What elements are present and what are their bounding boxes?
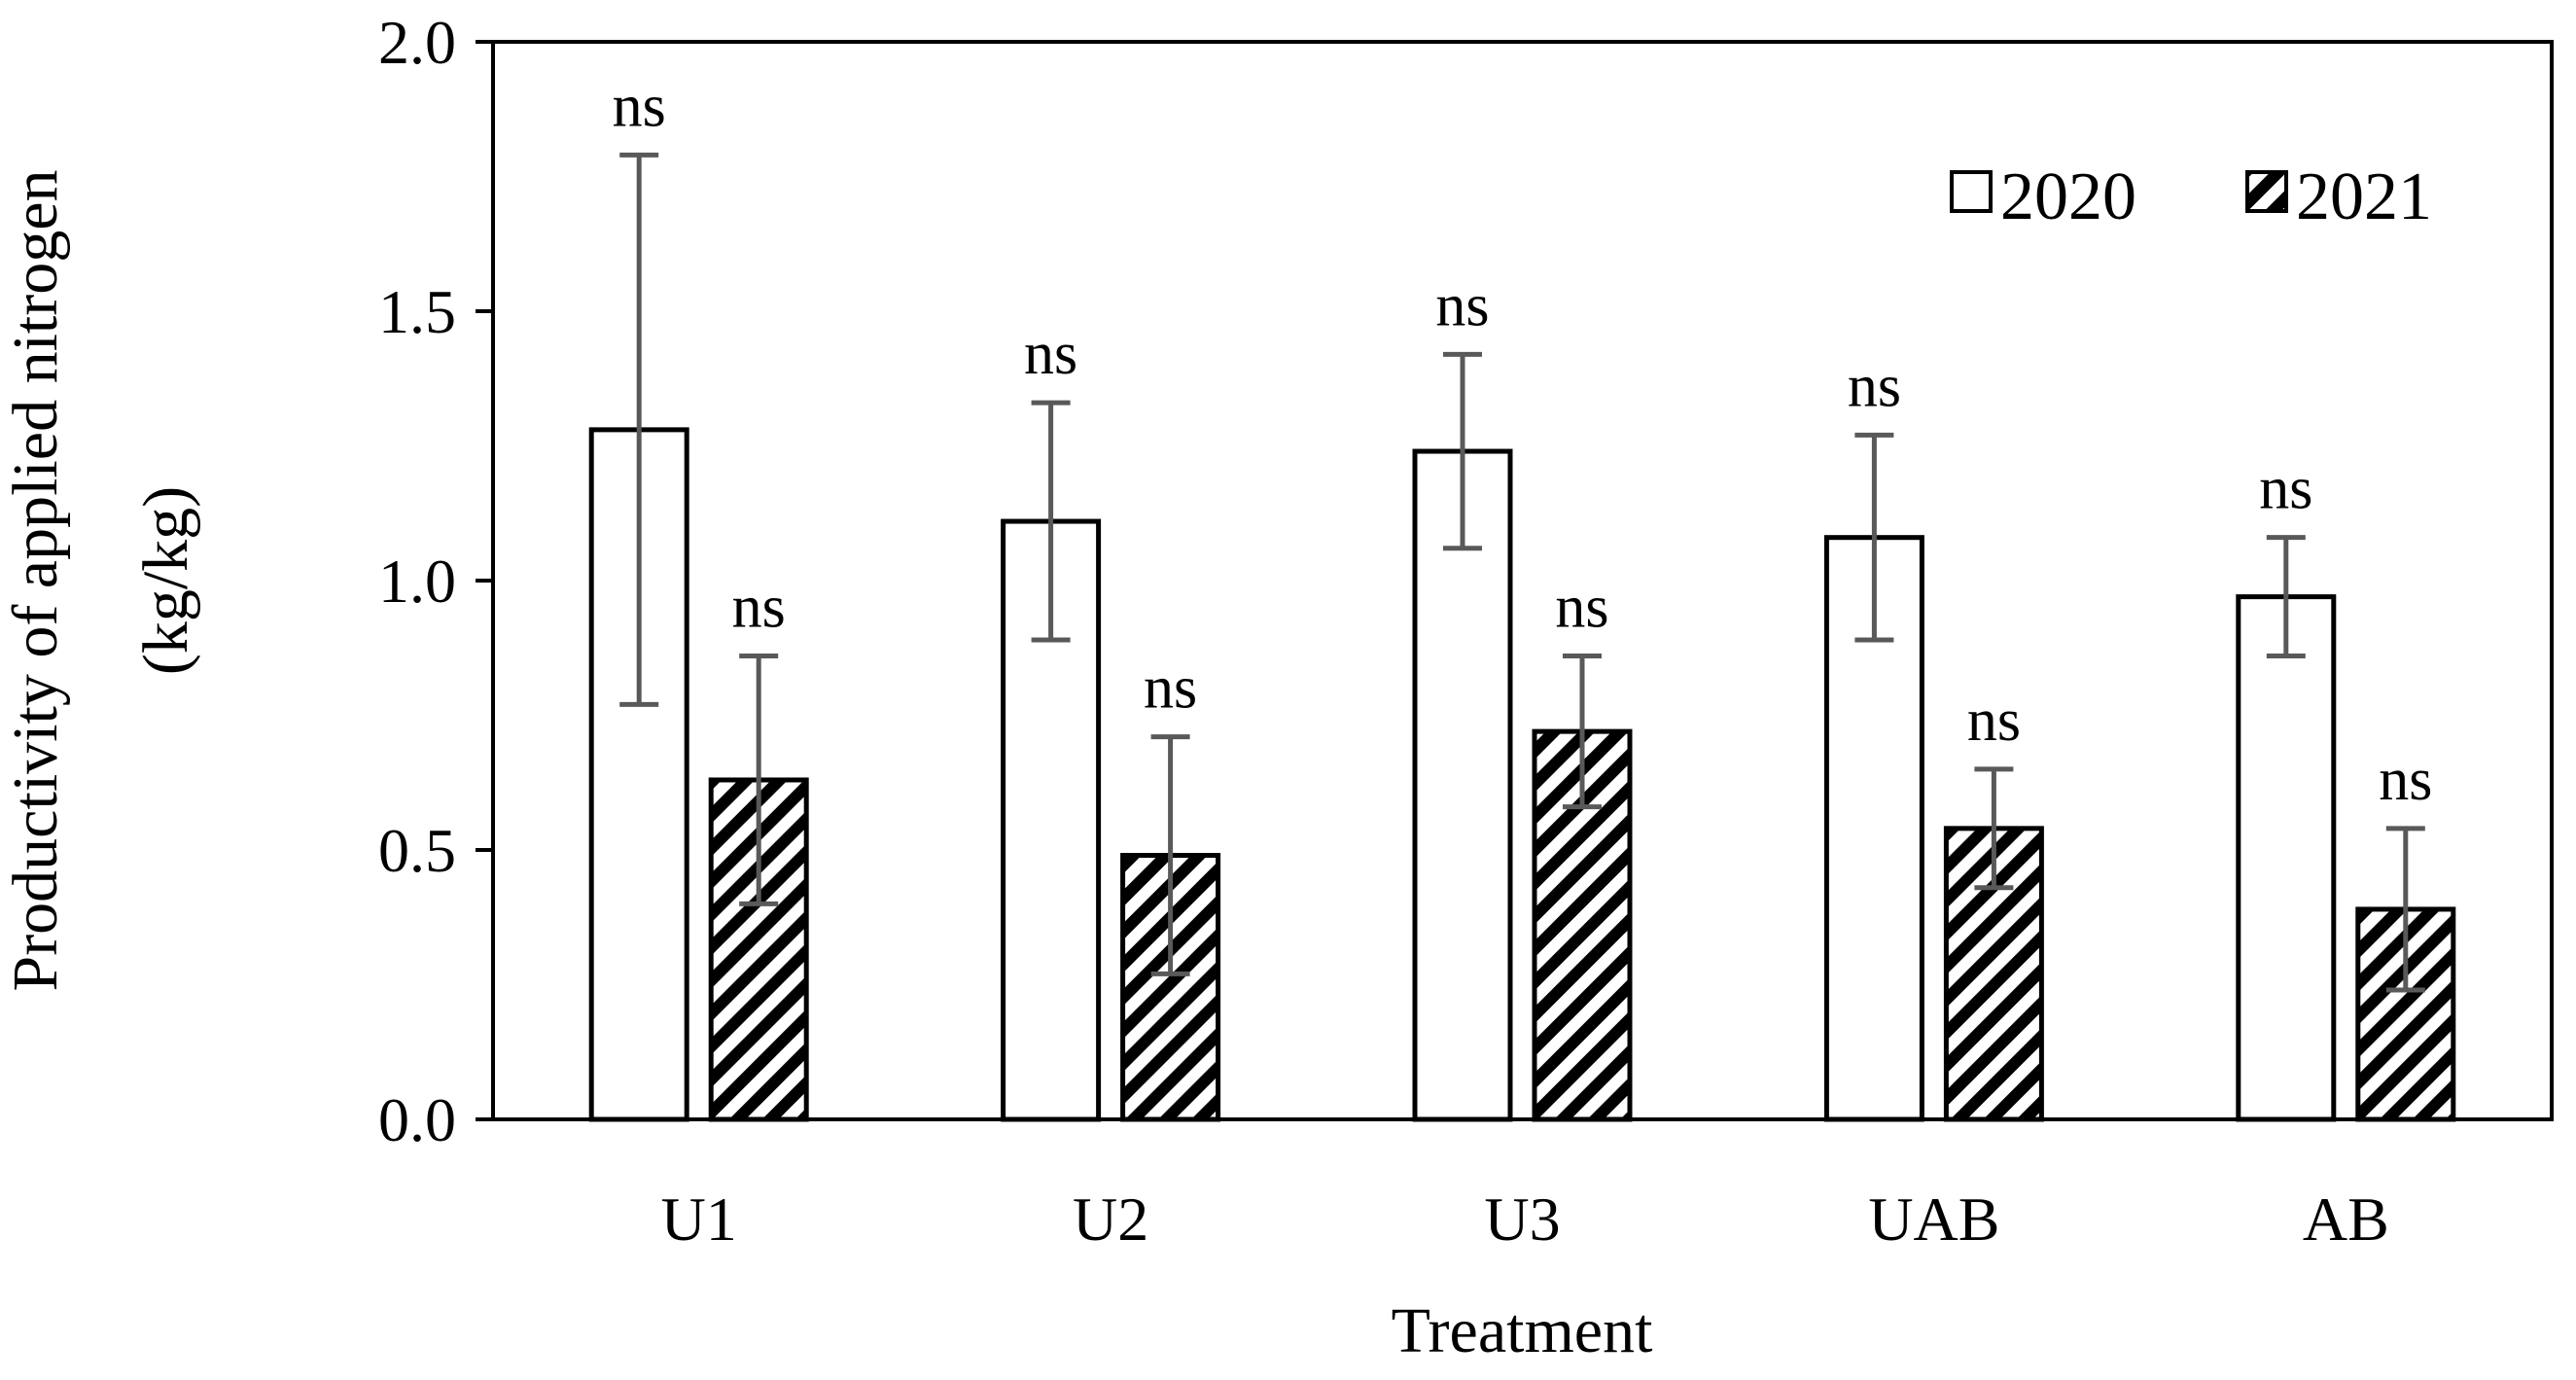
- significance-label-2021-uab: ns: [1967, 688, 2021, 754]
- x-tick-label-ab: AB: [2303, 1185, 2389, 1254]
- error-bar-2021-ab: [2385, 826, 2425, 993]
- significance-label-2021-ab: ns: [2379, 747, 2432, 813]
- significance-label-2020-ab: ns: [2259, 456, 2312, 522]
- bars-group: [588, 427, 2456, 1122]
- legend-swatch-2021: [2245, 170, 2288, 213]
- legend-label-2021: 2021: [2296, 159, 2432, 234]
- y-tick-label: 2.0: [378, 8, 456, 77]
- significance-label-2021-u2: ns: [1144, 655, 1197, 722]
- error-bar-2021-u2: [1150, 734, 1190, 976]
- error-bar-2021-uab: [1974, 766, 2014, 891]
- significance-label-2021-u3: ns: [1555, 575, 1608, 641]
- x-axis-title: Treatment: [1392, 1295, 1653, 1366]
- significance-label-2021-u1: ns: [732, 575, 786, 641]
- y-axis-ticks: 0.0 0.5 1.0 1.5 2.0: [378, 8, 493, 1154]
- x-tick-label-u2: U2: [1073, 1185, 1148, 1254]
- significance-label-2020-uab: ns: [1848, 353, 1901, 419]
- bar-2020-u3: [1412, 448, 1513, 1122]
- significance-label-2020-u3: ns: [1435, 272, 1489, 338]
- error-bar-2020-ab: [2266, 535, 2306, 659]
- significance-labels-group: ns ns ns ns ns ns ns ns ns ns: [613, 73, 2433, 813]
- y-tick-label: 0.0: [378, 1085, 456, 1154]
- error-bar-2020-u1: [619, 152, 659, 707]
- x-tick-label-u1: U1: [661, 1185, 737, 1254]
- error-bar-2021-u3: [1563, 654, 1602, 810]
- significance-label-2020-u2: ns: [1024, 321, 1077, 387]
- y-tick-label: 1.0: [378, 547, 456, 616]
- significance-label-2020-u1: ns: [613, 73, 666, 139]
- error-bar-2021-u1: [739, 654, 779, 906]
- error-bar-2020-uab: [1854, 432, 1894, 643]
- y-tick-label: 0.5: [378, 816, 456, 885]
- x-axis-labels: U1 U2 U3 UAB AB: [661, 1185, 2389, 1254]
- x-tick-label-uab: UAB: [1868, 1185, 1999, 1254]
- legend-label-2020: 2020: [2000, 159, 2136, 234]
- error-bar-2020-u3: [1443, 351, 1482, 551]
- y-axis-title-line-2: (kg/kg): [130, 486, 201, 675]
- y-tick-label: 1.5: [378, 277, 456, 346]
- legend: 2020 2021: [1950, 159, 2432, 234]
- x-tick-label-u3: U3: [1484, 1185, 1560, 1254]
- legend-swatch-2020: [1950, 170, 1993, 213]
- y-axis-title: Productivity of applied nitrogen (kg/kg): [0, 169, 201, 991]
- bar-2020-ab: [2236, 594, 2337, 1122]
- y-axis-title-line-1: Productivity of applied nitrogen: [0, 169, 71, 991]
- error-bars-group: [619, 152, 2425, 993]
- error-bar-2020-u2: [1031, 400, 1071, 643]
